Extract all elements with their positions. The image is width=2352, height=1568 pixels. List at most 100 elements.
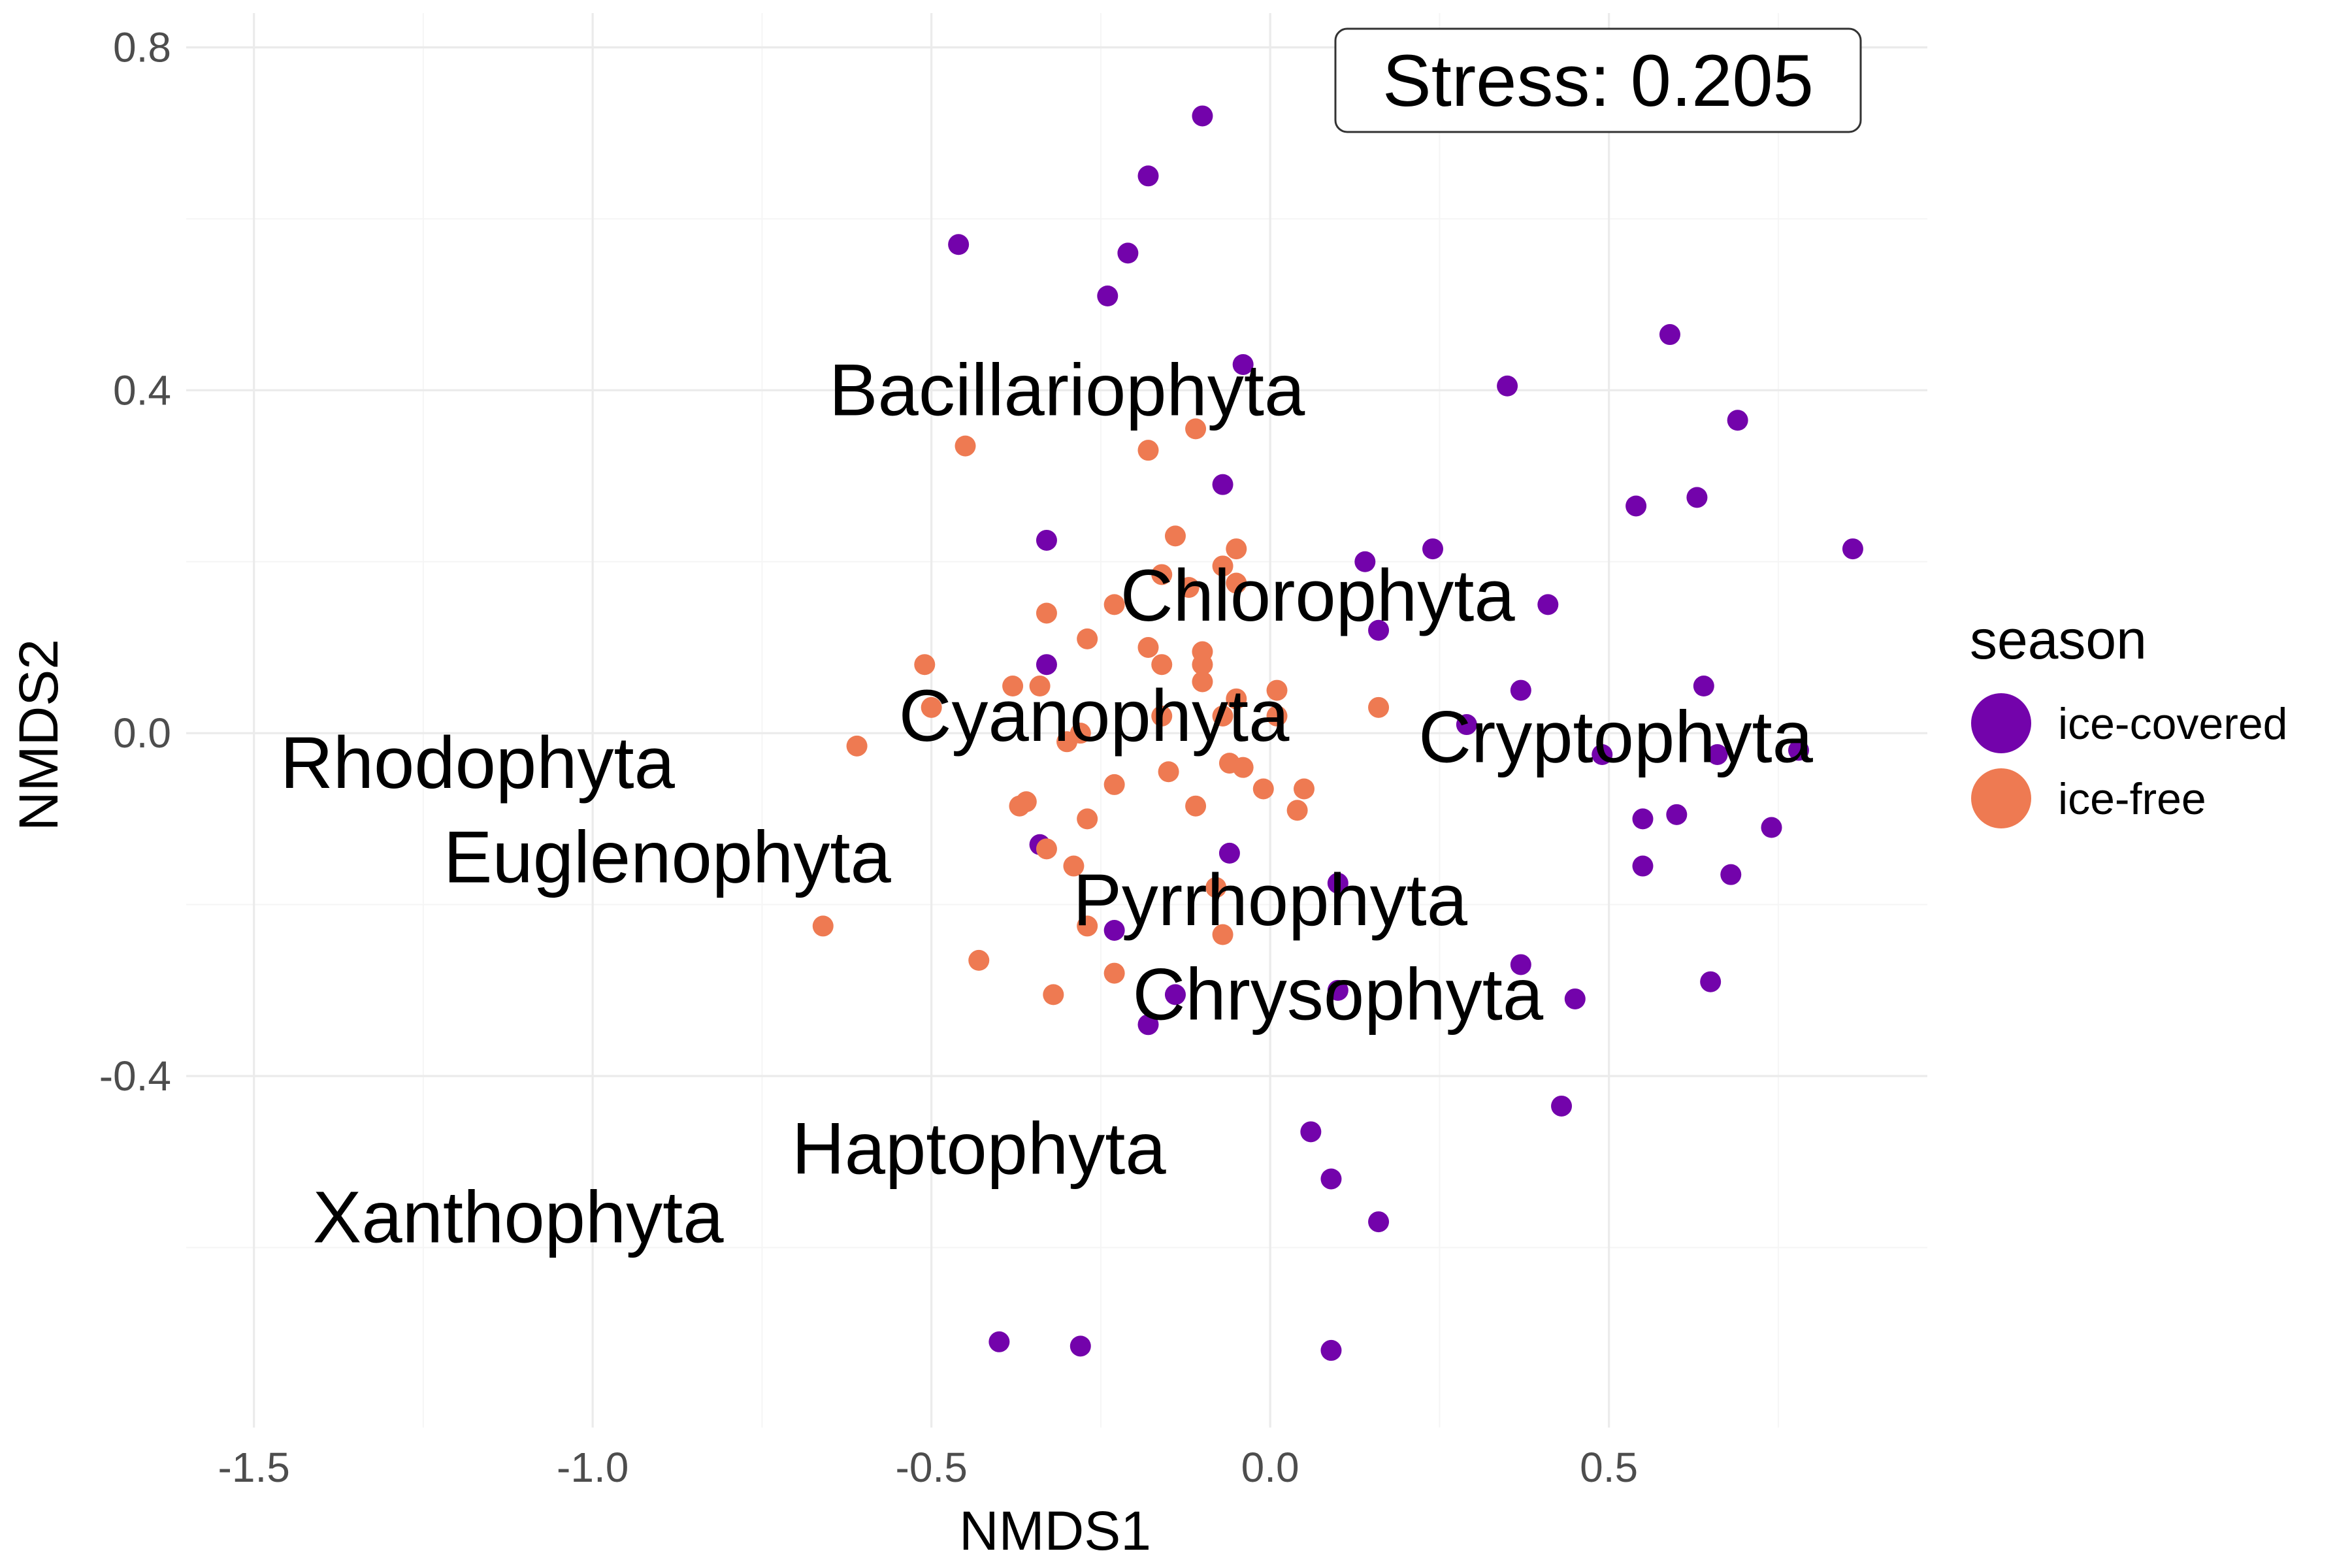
point-ice-free: [1286, 800, 1308, 821]
point-ice-covered: [1036, 529, 1057, 551]
point-ice-free: [1103, 594, 1125, 615]
point-ice-covered: [1232, 353, 1254, 375]
point-ice-covered: [1354, 551, 1376, 572]
point-ice-free: [1226, 572, 1247, 594]
legend-label: ice-covered: [2058, 699, 2288, 749]
point-ice-covered: [1368, 1211, 1390, 1233]
point-ice-covered: [1510, 679, 1531, 701]
point-ice-free: [1077, 628, 1098, 649]
point-ice-covered: [1592, 743, 1613, 765]
point-ice-covered: [1070, 1335, 1091, 1357]
point-ice-free: [1036, 838, 1057, 860]
point-ice-free: [1009, 795, 1030, 817]
point-ice-free: [914, 654, 936, 676]
taxon-label: Bacillariophyta: [829, 349, 1305, 431]
point-ice-covered: [988, 1331, 1010, 1352]
y-tick-label: 0.0: [113, 710, 171, 757]
data-points: [812, 105, 1863, 1361]
point-ice-free: [1164, 525, 1186, 547]
point-ice-free: [1137, 636, 1159, 658]
point-ice-covered: [1693, 676, 1714, 697]
point-ice-covered: [1036, 654, 1057, 676]
point-ice-free: [1293, 778, 1315, 800]
point-ice-free: [968, 949, 990, 971]
point-ice-covered: [1117, 242, 1139, 264]
point-ice-covered: [948, 234, 970, 255]
point-ice-covered: [1551, 1095, 1573, 1117]
x-tick-label: -1.5: [218, 1444, 290, 1491]
legend-title: season: [1970, 609, 2147, 670]
point-ice-covered: [1537, 594, 1559, 615]
point-ice-covered: [1192, 105, 1213, 127]
point-ice-covered: [1103, 919, 1125, 941]
y-tick-label: 0.4: [113, 367, 171, 414]
point-ice-covered: [1632, 855, 1654, 877]
point-ice-covered: [1164, 984, 1186, 1005]
taxon-label: Haptophyta: [792, 1108, 1167, 1190]
legend-key-ice-free: [1971, 768, 2031, 828]
point-ice-free: [1043, 984, 1064, 1005]
point-ice-free: [1036, 602, 1057, 624]
point-ice-free: [1266, 705, 1288, 727]
legend: season ice-covered ice-free: [1970, 609, 2288, 828]
taxon-label: Chlorophyta: [1120, 555, 1516, 636]
point-ice-free: [1185, 795, 1207, 817]
point-ice-covered: [1137, 1014, 1159, 1036]
point-ice-free: [1205, 877, 1227, 898]
point-ice-free: [1226, 538, 1247, 560]
point-ice-free: [846, 735, 868, 757]
point-ice-covered: [1497, 375, 1518, 397]
stress-box: [1334, 27, 1862, 133]
point-ice-free: [1077, 915, 1098, 937]
point-ice-free: [1212, 924, 1233, 945]
point-ice-free: [1185, 418, 1207, 440]
point-ice-free: [1178, 577, 1200, 598]
point-ice-free: [1056, 731, 1078, 753]
legend-key-ice-covered: [1971, 693, 2031, 753]
legend-label: ice-free: [2058, 774, 2206, 824]
point-ice-free: [812, 915, 834, 937]
point-ice-covered: [1659, 324, 1680, 346]
minor-gridlines: [186, 13, 1927, 1428]
point-ice-covered: [1212, 474, 1233, 495]
point-ice-free: [1232, 757, 1254, 778]
taxon-labels: Bacillariophyta Chlorophyta Cyanophyta Cryp…: [280, 349, 1814, 1258]
point-ice-covered: [1327, 979, 1348, 1001]
stress-annotation: Stress: 0.205: [1334, 27, 1862, 133]
point-ice-free: [1158, 761, 1179, 783]
point-ice-free: [1192, 671, 1213, 693]
y-tick-labels: 0.8 0.4 0.0 -0.4: [99, 24, 171, 1100]
x-tick-label: -1.0: [557, 1444, 629, 1491]
taxon-label: Cyanophyta: [899, 675, 1290, 757]
x-tick-label: -0.5: [896, 1444, 968, 1491]
x-axis-title: NMDS1: [959, 1500, 1151, 1561]
point-ice-covered: [1666, 804, 1688, 825]
point-ice-free: [1063, 855, 1085, 877]
taxon-label: Pyrrhophyta: [1073, 859, 1468, 941]
x-tick-label: 0.0: [1241, 1444, 1299, 1491]
legend-entries: ice-covered ice-free: [1971, 693, 2288, 828]
point-ice-free: [1151, 564, 1173, 585]
point-ice-covered: [1456, 714, 1477, 736]
point-ice-covered: [1320, 1168, 1342, 1190]
point-ice-free: [1368, 696, 1390, 718]
point-ice-free: [1137, 440, 1159, 461]
point-ice-covered: [1761, 817, 1782, 838]
point-ice-covered: [1300, 1121, 1322, 1143]
point-ice-free: [1252, 778, 1274, 800]
point-ice-free: [1266, 679, 1288, 701]
point-ice-covered: [1700, 971, 1722, 992]
point-ice-covered: [1727, 410, 1748, 431]
x-tick-label: 0.5: [1580, 1444, 1638, 1491]
point-ice-covered: [1097, 286, 1119, 306]
point-ice-covered: [1686, 487, 1708, 508]
point-ice-free: [1192, 654, 1213, 676]
stress-label: Stress: 0.205: [1382, 40, 1814, 122]
point-ice-free: [1029, 676, 1051, 697]
point-ice-free: [1103, 774, 1125, 795]
point-ice-covered: [1625, 495, 1647, 517]
point-ice-free: [1212, 705, 1233, 727]
point-ice-free: [921, 696, 942, 718]
point-ice-free: [1212, 555, 1233, 577]
point-ice-free: [1077, 808, 1098, 830]
